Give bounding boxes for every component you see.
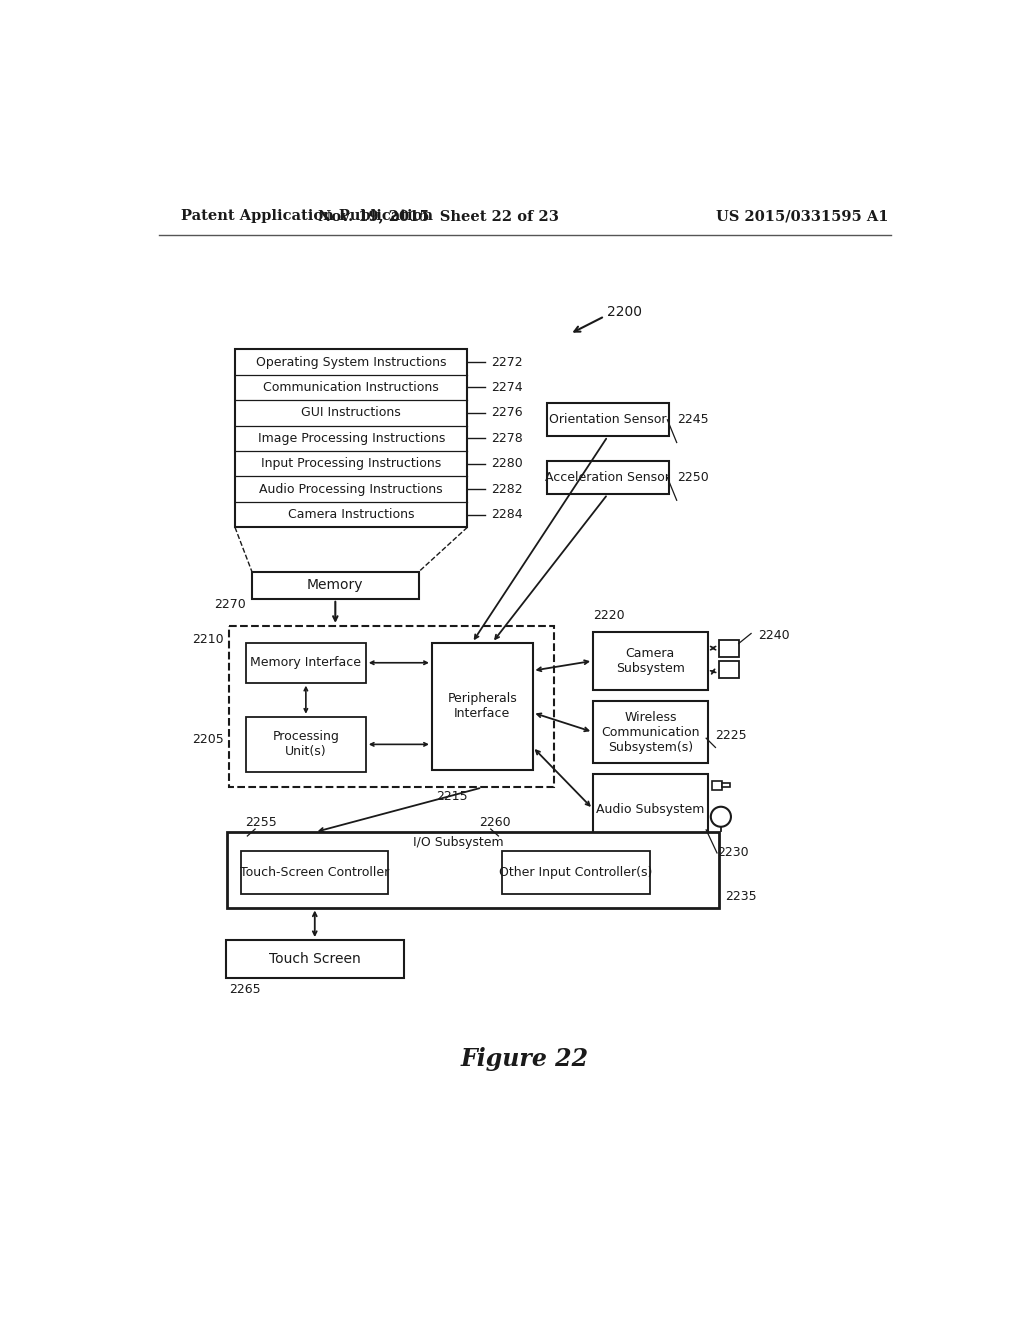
Text: 2220: 2220 <box>593 609 625 622</box>
Text: Input Processing Instructions: Input Processing Instructions <box>261 457 441 470</box>
Text: 2235: 2235 <box>726 890 757 903</box>
Bar <box>227 832 719 908</box>
Bar <box>241 851 388 894</box>
Text: Audio Processing Instructions: Audio Processing Instructions <box>259 483 443 495</box>
Bar <box>722 783 730 788</box>
Bar <box>593 701 708 763</box>
Text: Processing
Unit(s): Processing Unit(s) <box>272 730 339 759</box>
Text: Touch-Screen Controller: Touch-Screen Controller <box>241 866 389 879</box>
Text: Wireless
Communication
Subsystem(s): Wireless Communication Subsystem(s) <box>601 710 699 754</box>
Text: 2230: 2230 <box>717 846 749 859</box>
Text: Touch Screen: Touch Screen <box>269 952 360 966</box>
Text: I/O Subsystem: I/O Subsystem <box>414 837 504 850</box>
Bar <box>547 461 669 494</box>
Bar <box>593 775 708 843</box>
Text: 2255: 2255 <box>245 816 276 829</box>
Bar <box>225 940 403 978</box>
Text: 2280: 2280 <box>490 457 522 470</box>
Text: 2205: 2205 <box>193 733 224 746</box>
Text: Orientation Sensor: Orientation Sensor <box>549 413 667 426</box>
Text: 2278: 2278 <box>490 432 522 445</box>
Text: 2284: 2284 <box>490 508 522 521</box>
Text: Acceleration Sensor: Acceleration Sensor <box>546 471 670 484</box>
Text: 2270: 2270 <box>214 598 246 611</box>
Bar <box>712 780 722 789</box>
Text: 2210: 2210 <box>193 634 224 647</box>
Text: 2276: 2276 <box>490 407 522 420</box>
Text: Camera
Subsystem: Camera Subsystem <box>615 647 685 675</box>
Bar <box>228 626 554 788</box>
Text: 2245: 2245 <box>677 413 709 426</box>
Text: Audio Subsystem: Audio Subsystem <box>596 803 705 816</box>
Text: 2265: 2265 <box>229 982 261 995</box>
Bar <box>246 643 366 682</box>
Text: 2250: 2250 <box>677 471 709 484</box>
Text: Operating System Instructions: Operating System Instructions <box>256 355 446 368</box>
Text: 2260: 2260 <box>479 816 511 829</box>
Bar <box>432 643 532 770</box>
Bar <box>593 632 708 689</box>
Text: 2272: 2272 <box>490 355 522 368</box>
Text: Figure 22: Figure 22 <box>461 1047 589 1072</box>
Bar <box>719 640 738 656</box>
Text: Memory Interface: Memory Interface <box>250 656 361 669</box>
Text: 2240: 2240 <box>758 630 790 643</box>
Text: 2282: 2282 <box>490 483 522 495</box>
Bar <box>234 350 467 527</box>
Text: Communication Instructions: Communication Instructions <box>263 381 439 393</box>
Text: Image Processing Instructions: Image Processing Instructions <box>257 432 444 445</box>
Text: Camera Instructions: Camera Instructions <box>288 508 415 521</box>
Bar <box>503 851 649 894</box>
Text: 2274: 2274 <box>490 381 522 393</box>
Text: US 2015/0331595 A1: US 2015/0331595 A1 <box>716 209 889 223</box>
Text: 2200: 2200 <box>607 305 642 319</box>
Text: Peripherals
Interface: Peripherals Interface <box>447 692 517 721</box>
Text: 2225: 2225 <box>716 730 748 742</box>
Text: Memory: Memory <box>307 578 364 593</box>
Text: GUI Instructions: GUI Instructions <box>301 407 401 420</box>
Text: Nov. 19, 2015  Sheet 22 of 23: Nov. 19, 2015 Sheet 22 of 23 <box>317 209 558 223</box>
Bar <box>246 717 366 772</box>
Text: Other Input Controller(s): Other Input Controller(s) <box>500 866 652 879</box>
Bar <box>719 661 738 678</box>
Bar <box>547 404 669 437</box>
Text: 2215: 2215 <box>435 791 467 804</box>
Bar <box>252 572 419 599</box>
Text: Patent Application Publication: Patent Application Publication <box>180 209 433 223</box>
